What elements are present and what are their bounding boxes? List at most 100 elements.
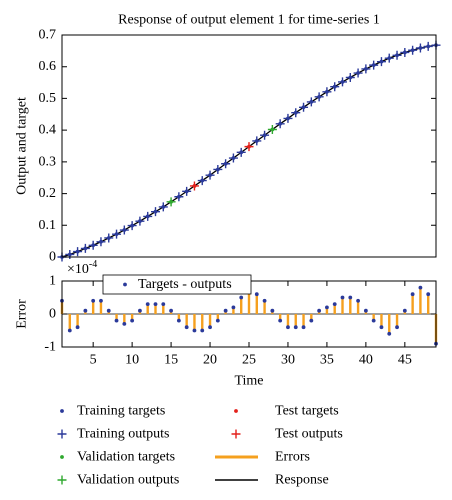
output-point: [213, 164, 223, 174]
difference-point: [208, 325, 212, 330]
difference-point: [262, 298, 267, 303]
difference-point: [67, 328, 72, 333]
difference-point: [278, 318, 283, 323]
difference-point: [231, 305, 236, 310]
difference-point: [286, 325, 290, 330]
difference-point: [192, 328, 197, 333]
difference-point: [114, 318, 119, 323]
output-point: [369, 60, 379, 70]
legend-label: Training targets: [77, 404, 165, 419]
difference-point: [348, 295, 353, 300]
output-point: [392, 50, 402, 60]
difference-point: [410, 292, 415, 297]
y-tick-label: 0: [49, 250, 56, 265]
axes-box: [61, 34, 437, 258]
x-tick-label: 20: [203, 353, 217, 368]
output-point: [174, 192, 184, 202]
output-point: [361, 64, 371, 74]
output-point: [80, 243, 90, 253]
x-tick-label: 45: [398, 353, 412, 368]
difference-point: [200, 328, 205, 333]
difference-point: [130, 318, 135, 323]
output-point: [88, 240, 98, 250]
legend-symbol: [234, 409, 238, 413]
output-point: [415, 43, 425, 53]
x-tick-label: 25: [242, 353, 256, 368]
difference-point: [293, 325, 298, 330]
difference-point: [153, 302, 158, 306]
output-point: [104, 233, 114, 243]
output-point: [135, 216, 145, 226]
difference-point: [402, 308, 407, 313]
legend-label: Validation targets: [77, 450, 175, 465]
output-point: [338, 77, 347, 87]
x-tick-label: 5: [90, 353, 97, 368]
y-tick-label: 0.1: [39, 218, 57, 233]
y-tick-label: -1: [44, 340, 56, 355]
legend-label: Errors: [275, 450, 310, 465]
legend-symbol: [123, 282, 127, 287]
difference-point: [332, 302, 337, 306]
difference-point: [223, 308, 228, 313]
difference-point: [371, 318, 376, 323]
difference-point: [270, 308, 275, 313]
legend-symbol: [60, 409, 64, 413]
y-tick-label: 0.6: [39, 59, 57, 74]
output-point: [197, 176, 207, 186]
output-point: [345, 72, 355, 82]
difference-point: [91, 298, 96, 303]
output-point: [119, 225, 129, 235]
output-point: [353, 68, 363, 78]
output-point: [151, 207, 160, 217]
output-point: [322, 87, 332, 97]
y-tick-label: 1: [49, 274, 56, 289]
output-point: [143, 211, 153, 221]
output-point: [408, 45, 418, 55]
difference-point: [83, 308, 88, 313]
difference-point: [340, 295, 345, 300]
y-tick-label: 0.7: [39, 28, 57, 43]
legend-label: Response: [275, 473, 329, 488]
output-point: [228, 153, 238, 163]
output-point: [73, 247, 83, 257]
y-tick-label: 0.4: [39, 123, 57, 138]
output-point: [236, 147, 246, 157]
difference-point: [99, 298, 103, 303]
scale-base: ×10: [67, 262, 89, 277]
legend-symbol: [60, 455, 64, 459]
output-point: [96, 237, 106, 247]
output-point: [314, 92, 324, 102]
y-axis-label: Output and target: [15, 97, 30, 195]
difference-point: [395, 325, 399, 330]
y-tick-label: 0.2: [39, 186, 57, 201]
difference-point: [184, 325, 189, 330]
difference-point: [239, 295, 244, 300]
output-point: [376, 57, 386, 67]
x-axis-label: Time: [234, 374, 263, 389]
difference-point: [106, 308, 111, 313]
legend-label: Test outputs: [275, 427, 343, 442]
legend-symbol: [57, 475, 67, 485]
output-point: [166, 197, 176, 207]
output-point: [299, 102, 309, 112]
y-axis-label: Error: [15, 299, 30, 329]
difference-point: [122, 322, 127, 326]
output-point: [112, 229, 122, 239]
output-point: [330, 82, 340, 92]
output-point: [221, 159, 231, 169]
difference-point: [161, 302, 166, 306]
difference-point: [145, 302, 150, 306]
output-point: [182, 186, 192, 196]
chart-title: Response of output element 1 for time-se…: [118, 13, 380, 28]
output-point: [275, 119, 285, 129]
difference-point: [356, 298, 360, 303]
y-tick-label: 0: [49, 307, 56, 322]
difference-point: [309, 318, 314, 323]
x-tick-label: 30: [281, 353, 295, 368]
x-tick-label: 10: [125, 353, 139, 368]
x-tick-label: 40: [359, 353, 373, 368]
legend-symbol: [231, 429, 241, 439]
difference-point: [215, 318, 220, 323]
y-tick-label: 0.3: [39, 154, 57, 169]
